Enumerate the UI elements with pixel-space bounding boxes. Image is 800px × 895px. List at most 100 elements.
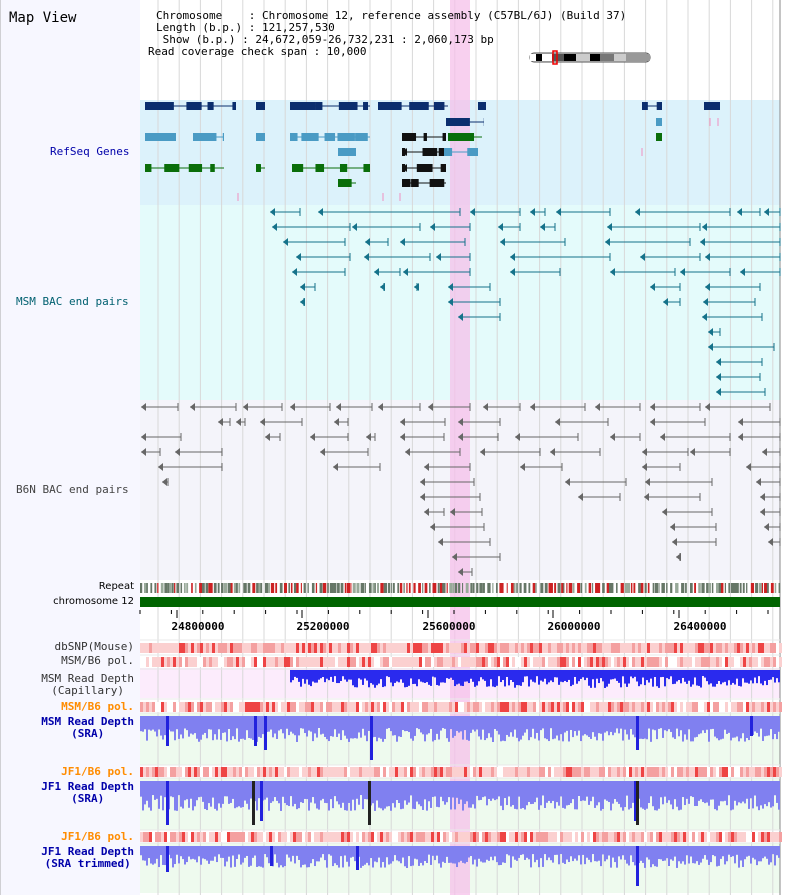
refseq-gene-arrow bbox=[290, 133, 295, 141]
jf1-sra-depth-bar-spike-dark bbox=[252, 781, 255, 825]
dbsnp-heat-cell bbox=[269, 643, 272, 653]
jf1-sra-depth-bar bbox=[692, 781, 694, 798]
jf1-trim-depth-bar bbox=[194, 846, 196, 860]
msm-capillary-depth-bar bbox=[470, 670, 472, 679]
track-label-msm-pol-2[interactable]: MSM/B6 pol. bbox=[61, 700, 134, 713]
msm-capillary-depth-bar bbox=[646, 670, 648, 681]
jf1-pol2-heat-cell bbox=[710, 832, 713, 842]
track-label-chromosome[interactable]: chromosome 12 bbox=[53, 596, 134, 607]
track-label-msm-pol[interactable]: MSM/B6 pol. bbox=[61, 654, 134, 667]
track-label-refseq[interactable]: RefSeq Genes bbox=[50, 145, 130, 158]
msm-pol-heat-cell bbox=[209, 657, 212, 667]
b6n-bac-pair-end bbox=[550, 448, 555, 456]
msm-pol-heat-cell bbox=[254, 657, 257, 667]
repeat-feature bbox=[364, 583, 366, 593]
dbsnp-heat-cell bbox=[626, 643, 629, 653]
b6n-bac-pair-end bbox=[644, 493, 649, 501]
jf1-pol2-heat-cell bbox=[164, 832, 167, 842]
jf1-pol-heat-cell bbox=[149, 767, 152, 777]
jf1-trim-depth-bar bbox=[352, 846, 354, 857]
msm-sra-depth-bar bbox=[588, 716, 590, 738]
msm-sra-depth-bar bbox=[172, 716, 174, 732]
jf1-pol-heat-cell bbox=[458, 767, 461, 777]
jf1-trim-depth-bar bbox=[200, 846, 202, 865]
track-label-jf1-pol[interactable]: JF1/B6 pol. bbox=[61, 765, 134, 778]
dbsnp-heat-cell bbox=[338, 643, 341, 653]
msm-capillary-depth-bar bbox=[626, 670, 628, 687]
jf1-sra-depth-bar bbox=[144, 781, 146, 805]
jf1-pol-heat-cell bbox=[671, 767, 674, 777]
jf1-sra-depth-bar bbox=[326, 781, 328, 804]
jf1-pol2-heat-cell bbox=[755, 832, 758, 842]
b6n-bac-pair-end bbox=[420, 493, 425, 501]
track-label-repeat[interactable]: Repeat bbox=[98, 581, 134, 592]
jf1-pol2-heat-cell bbox=[368, 832, 371, 842]
jf1-sra-depth-bar bbox=[146, 781, 148, 801]
jf1-sra-depth-bar bbox=[464, 781, 466, 804]
repeat-feature bbox=[227, 583, 232, 593]
msm-capillary-depth-bar bbox=[582, 670, 584, 678]
refseq-gene-exon bbox=[378, 102, 395, 110]
jf1-trim-depth-bar bbox=[512, 846, 514, 857]
jf1-pol2-heat-cell bbox=[233, 832, 236, 842]
msm-sra-depth-bar bbox=[398, 716, 400, 737]
track-label-jf1-pol-2[interactable]: JF1/B6 pol. bbox=[61, 830, 134, 843]
jf1-sra-depth-bar bbox=[662, 781, 664, 805]
msm-sra-depth-bar bbox=[622, 716, 624, 741]
msm-sra-depth-bar bbox=[756, 716, 758, 733]
jf1-pol-heat-cell bbox=[386, 767, 389, 777]
track-label-b6n-bac[interactable]: B6N BAC end pairs bbox=[16, 483, 129, 496]
msm-sra-depth-bar bbox=[724, 716, 726, 730]
dbsnp-heat-cell bbox=[416, 643, 419, 653]
msm-pol2-heat-cell bbox=[299, 702, 302, 712]
jf1-pol-heat-cell bbox=[521, 767, 524, 777]
jf1-trim-depth-bar bbox=[260, 846, 262, 867]
track-label-jf1-depth-trimmed[interactable]: JF1 Read Depth (SRA trimmed) bbox=[41, 846, 134, 870]
track-label-jf1-depth-sra[interactable]: JF1 Read Depth (SRA) bbox=[41, 781, 134, 805]
msm-sra-depth-bar bbox=[242, 716, 244, 739]
msm-capillary-depth-bar bbox=[296, 670, 298, 678]
track-label-msm-depth-capillary[interactable]: MSM Read Depth (Capillary) bbox=[41, 673, 134, 697]
jf1-pol2-heat-cell bbox=[347, 832, 350, 842]
msm-capillary-depth-bar bbox=[516, 670, 518, 686]
jf1-trim-depth-bar bbox=[580, 846, 582, 865]
jf1-pol2-heat-cell bbox=[353, 832, 356, 842]
msm-capillary-depth-bar bbox=[432, 670, 434, 677]
track-label-dbsnp[interactable]: dbSNP(Mouse) bbox=[54, 640, 134, 653]
jf1-pol-heat-cell bbox=[518, 767, 521, 777]
jf1-pol2-heat-cell bbox=[479, 832, 482, 842]
jf1-sra-depth-bar bbox=[226, 781, 228, 797]
dbsnp-heat-cell bbox=[608, 643, 611, 653]
msm-sra-depth-bar bbox=[520, 716, 522, 740]
msm-pol2-heat-cell bbox=[293, 702, 296, 712]
msm-pol2-heat-cell bbox=[359, 702, 362, 712]
msm-capillary-depth-bar bbox=[572, 670, 574, 685]
msm-sra-depth-bar bbox=[412, 716, 414, 741]
repeat-feature bbox=[739, 583, 742, 593]
ideogram-position-marker bbox=[552, 50, 558, 65]
jf1-pol2-heat-cell bbox=[746, 832, 749, 842]
jf1-pol2-heat-cell bbox=[677, 832, 680, 842]
msm-pol2-heat-cell bbox=[386, 702, 389, 712]
jf1-trim-depth-bar bbox=[704, 846, 706, 856]
repeat-feature bbox=[223, 583, 228, 593]
jf1-sra-depth-bar bbox=[594, 781, 596, 808]
msm-pol-heat-cell bbox=[476, 657, 479, 667]
msm-sra-depth-bar bbox=[700, 716, 702, 734]
jf1-trim-depth-bar bbox=[180, 846, 182, 857]
msm-pol2-heat-cell bbox=[416, 702, 419, 712]
msm-sra-depth-bar bbox=[602, 716, 604, 741]
dbsnp-heat-cell bbox=[299, 643, 302, 653]
track-label-msm-bac[interactable]: MSM BAC end pairs bbox=[16, 295, 129, 308]
msm-capillary-depth-bar bbox=[642, 670, 644, 678]
msm-pol-heat-cell bbox=[737, 657, 740, 667]
msm-pol2-heat-cell bbox=[662, 702, 665, 712]
msm-capillary-depth-bar bbox=[478, 670, 480, 682]
track-label-msm-depth-sra[interactable]: MSM Read Depth (SRA) bbox=[41, 716, 134, 740]
msm-pol-heat-cell bbox=[521, 657, 524, 667]
dbsnp-heat-cell bbox=[566, 643, 569, 653]
refseq-gene-arrow bbox=[338, 179, 343, 187]
b6n-bac-pair-end bbox=[190, 403, 195, 411]
msm-pol2-heat-cell bbox=[704, 702, 707, 712]
